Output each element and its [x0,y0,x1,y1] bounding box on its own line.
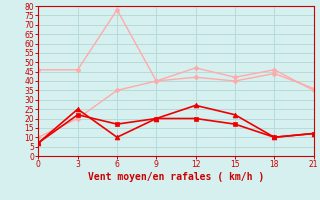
X-axis label: Vent moyen/en rafales ( km/h ): Vent moyen/en rafales ( km/h ) [88,172,264,182]
